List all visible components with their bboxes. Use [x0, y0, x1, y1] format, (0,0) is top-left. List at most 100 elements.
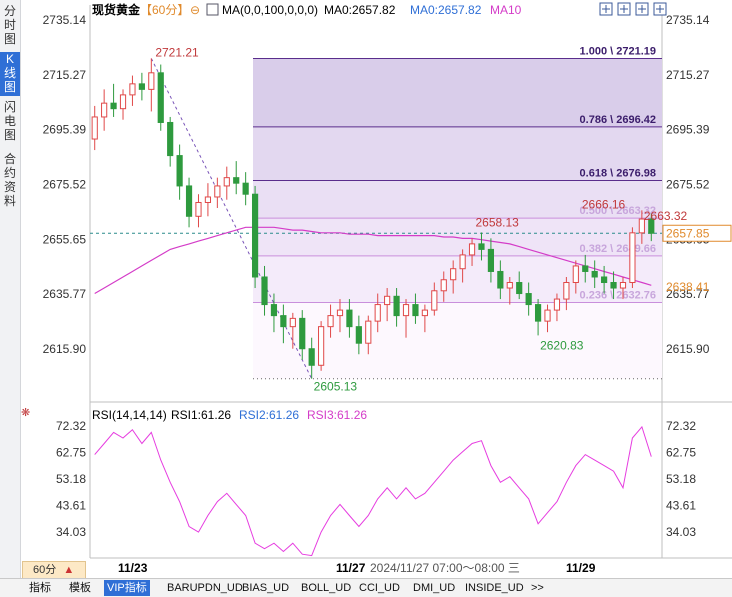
sidebar-tab[interactable]: 合约资料 — [0, 152, 20, 212]
candle — [638, 210, 645, 244]
candle-body — [450, 268, 457, 281]
candle — [138, 72, 145, 101]
sidebar-tab-char: 电 — [3, 114, 16, 128]
mid-low-annotation: 2620.83 — [540, 338, 584, 352]
candle-body — [374, 304, 381, 322]
fib-label: 0.236 \ 2632.76 — [580, 289, 656, 301]
fib-zone — [253, 302, 662, 379]
price-axis-label: 2675.52 — [666, 178, 710, 192]
price-axis-label-left: 2615.90 — [43, 342, 87, 356]
price-axis-label: 2715.27 — [666, 68, 710, 82]
candle — [506, 276, 513, 305]
candle-body — [251, 193, 259, 278]
candle-body — [327, 315, 334, 328]
xaxis-date-label: 11/29 — [566, 561, 596, 575]
indicator-tab[interactable]: CCI_UD — [359, 582, 400, 594]
candle-body — [167, 121, 174, 157]
sidebar-tab-char: 线 — [3, 66, 16, 80]
candle-body — [459, 254, 466, 270]
candle-body — [421, 309, 428, 317]
candle-body — [223, 177, 230, 187]
candle-body — [648, 218, 655, 234]
indicator-tab[interactable]: DMI_UD — [413, 582, 456, 594]
candle-body — [582, 265, 589, 272]
candle-body — [572, 265, 579, 284]
instrument-title: 现货黄金 — [92, 2, 141, 17]
indicator-tab-bar: 指标 模板 VIP指标 BARUPDN_UD BIAS_UD BOLL_UD CCI_UD D… — [0, 578, 732, 597]
fib-zone — [253, 58, 662, 127]
ma0-value: MA0:2657.82 — [324, 3, 396, 17]
sidebar-tab[interactable]: 分时图 — [0, 4, 20, 48]
sidebar-tab-char: 资 — [3, 180, 16, 194]
indicator-tab[interactable]: BOLL_UD — [301, 582, 352, 594]
rsi-axis-label: 34.03 — [666, 525, 696, 539]
candle — [402, 299, 410, 338]
fib-zone — [253, 218, 662, 256]
indicator-tab[interactable]: BIAS_UD — [242, 582, 290, 594]
sidebar-tab[interactable]: 闪电图 — [0, 100, 20, 148]
fib-low-price-label: 2638.41 — [666, 280, 710, 294]
low-annotation: 2605.13 — [314, 380, 358, 394]
candle-body — [299, 317, 306, 350]
candle-body — [591, 270, 598, 278]
candle — [110, 83, 117, 117]
rsi-axis-label-left: 43.61 — [56, 498, 86, 512]
cursor-time-label: 2024/11/27 07:00～08:00 三 — [370, 561, 520, 575]
sidebar-tab-char: 图 — [3, 80, 16, 94]
rsi-settings-icon[interactable]: ❋ — [21, 407, 30, 419]
candle-body — [619, 282, 627, 289]
candle — [223, 166, 230, 200]
price-axis-label-left: 2735.14 — [43, 13, 87, 27]
period-selector[interactable]: 60分 ▲ — [22, 561, 86, 579]
price-axis-label-left: 2675.52 — [43, 178, 87, 192]
candle — [440, 271, 447, 302]
indicator-tab[interactable]: VIP指标 — [104, 580, 150, 596]
candle — [157, 64, 164, 131]
price-axis-label: 2635.77 — [666, 287, 710, 301]
candle — [185, 177, 193, 228]
candle — [233, 161, 240, 195]
candle — [204, 183, 212, 217]
candle — [629, 227, 636, 289]
candle-body — [270, 304, 278, 317]
candle — [251, 185, 259, 289]
candle-body — [355, 326, 362, 344]
candle — [572, 260, 579, 294]
candle — [516, 271, 523, 300]
candle — [648, 213, 655, 242]
price-axis-label: 2615.90 — [666, 342, 710, 356]
candle — [544, 304, 551, 333]
candle — [468, 238, 476, 266]
indicator-tab[interactable]: >> — [531, 582, 544, 594]
xaxis-date-label: 11/27 — [336, 561, 366, 575]
rsi-label: RSI(14,14,14) — [92, 408, 167, 422]
candle-body — [157, 72, 164, 123]
candle — [534, 299, 542, 336]
zoom-out-icon[interactable]: ⊖ — [190, 3, 200, 17]
sidebar-tab-char: 时 — [3, 18, 16, 32]
candle-body — [412, 304, 419, 317]
candle — [318, 321, 325, 371]
rsi-axis-label: 53.18 — [666, 472, 696, 486]
candle — [91, 105, 98, 151]
fib-label: 1.000 \ 2721.19 — [580, 45, 656, 57]
indicator-tab[interactable]: BARUPDN_UD — [167, 582, 243, 594]
candle — [384, 288, 391, 322]
fib-label: 0.382 \ 2649.66 — [580, 243, 656, 255]
candle-body — [110, 102, 117, 110]
recent-high-annotation: 2666.16 — [582, 197, 626, 211]
ma-settings-icon[interactable] — [206, 3, 219, 16]
indicator-tab[interactable]: 指标 — [29, 582, 51, 594]
price-axis-label-left: 2695.39 — [43, 123, 87, 137]
candle — [412, 293, 419, 324]
candle-body — [185, 185, 193, 217]
candle — [365, 315, 372, 355]
indicator-tab[interactable]: INSIDE_UD — [465, 582, 524, 594]
up-arrow-icon: ▲ — [63, 564, 75, 576]
candle-body — [506, 282, 513, 289]
candle — [327, 304, 334, 338]
indicator-tab[interactable]: 模板 — [69, 582, 91, 594]
current-price-label: 2657.85 — [666, 226, 710, 240]
